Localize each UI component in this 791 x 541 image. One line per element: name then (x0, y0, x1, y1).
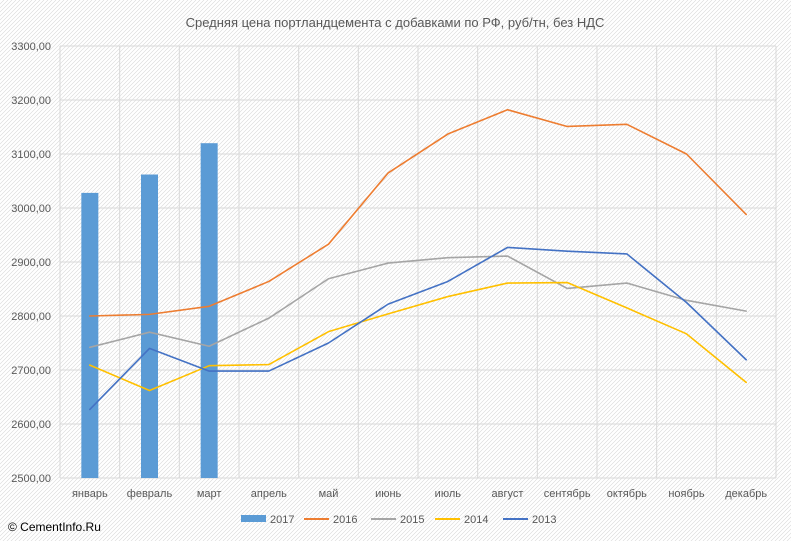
y-tick-label: 2700,00 (11, 365, 51, 377)
line-series (89, 108, 747, 411)
y-tick-label: 3000,00 (11, 203, 51, 215)
bar-2017 (81, 192, 99, 478)
legend: 2017 2016 2015 2014 2013 (241, 514, 556, 526)
line-2015 (89, 255, 747, 349)
chart-title: Средняя цена портландцемента с добавками… (186, 15, 605, 30)
x-tick-label: август (492, 488, 524, 500)
x-tick-label: январь (72, 488, 108, 500)
bar-2017 (200, 143, 218, 478)
legend-label-2016: 2016 (333, 514, 357, 526)
copyright-text: © CementInfo.Ru (8, 520, 101, 534)
y-axis: 2500,00 2600,00 2700,00 2800,00 2900,00 3000,… (11, 41, 51, 485)
y-tick-label: 3100,00 (11, 149, 51, 161)
y-tick-label: 3300,00 (11, 41, 51, 53)
line-2016 (89, 108, 747, 317)
y-tick-label: 2500,00 (11, 473, 51, 485)
x-axis: январь февраль март апрель май июнь июль август… (72, 488, 767, 500)
x-tick-label: февраль (127, 488, 173, 500)
x-tick-label: апрель (251, 488, 287, 500)
legend-label-2017: 2017 (270, 514, 294, 526)
x-tick-label: сентябрь (544, 488, 591, 500)
y-tick-label: 3200,00 (11, 95, 51, 107)
x-tick-label: май (319, 488, 339, 500)
bar-2017 (141, 174, 158, 478)
bar-series (81, 143, 218, 478)
x-tick-label: март (197, 488, 222, 500)
y-tick-label: 2600,00 (11, 419, 51, 431)
line-2014 (89, 281, 747, 392)
y-tick-label: 2900,00 (11, 257, 51, 269)
legend-label-2013: 2013 (532, 514, 556, 526)
x-tick-label: июль (435, 488, 462, 500)
legend-label-2015: 2015 (400, 514, 424, 526)
x-tick-label: октябрь (607, 488, 647, 500)
legend-label-2014: 2014 (464, 514, 488, 526)
x-tick-label: ноябрь (668, 488, 705, 500)
x-tick-label: декабрь (725, 488, 767, 500)
legend-swatch-2017 (241, 515, 266, 522)
y-tick-label: 2800,00 (11, 311, 51, 323)
x-tick-label: июнь (375, 488, 401, 500)
line-2013 (89, 246, 747, 411)
